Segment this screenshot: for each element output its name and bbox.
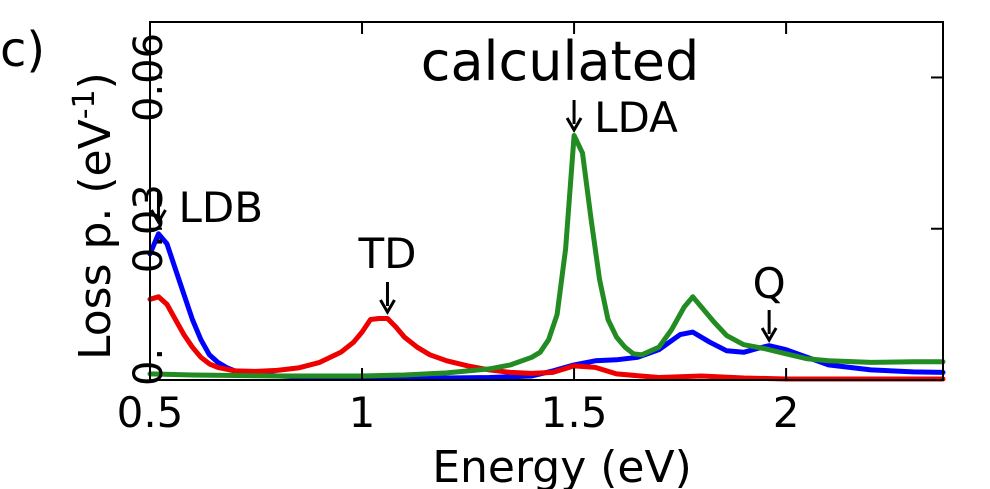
series-line-2 (147, 294, 946, 382)
x-tick-label: 1 (349, 388, 376, 437)
annotation-arrow-head (150, 209, 167, 225)
annotation-lda: LDA (565, 93, 678, 142)
annotation-ldb: LDB (150, 183, 263, 232)
svg-text:Loss p. (eV-1): Loss p. (eV-1) (67, 72, 121, 360)
annotation-label: LDB (178, 183, 263, 232)
chart-title: calculated (421, 30, 699, 93)
y-tick-label: 0.03 (126, 184, 172, 273)
y-axis-label-superscript: -1 (67, 89, 102, 119)
annotation-arrow-head (379, 299, 396, 315)
series-line-1 (147, 231, 946, 381)
y-tick-label: 0. (126, 348, 172, 386)
annotation-td: TD (357, 229, 416, 315)
y-axis-label: Loss p. (eV-1) (67, 72, 121, 360)
annotation-arrow-head (565, 117, 583, 133)
annotation-label: Q (753, 259, 786, 308)
plot-frame (149, 21, 944, 381)
x-axis-label: Energy (eV) (432, 442, 692, 489)
x-tick-label: 1.5 (541, 388, 608, 437)
series-line-3 (147, 133, 946, 379)
x-tick-label: 2 (773, 388, 800, 437)
annotation-q: Q (753, 259, 786, 343)
panel-label: c) (0, 22, 45, 78)
y-axis-label-close: ) (70, 72, 121, 89)
x-tick-label: 0.5 (117, 388, 184, 437)
annotation-label: TD (357, 229, 416, 278)
annotation-arrow-head (760, 327, 778, 343)
annotation-label: LDA (594, 93, 678, 142)
y-tick-label: 0.06 (126, 33, 172, 122)
y-axis-label-text: Loss p. (eV (70, 119, 121, 360)
